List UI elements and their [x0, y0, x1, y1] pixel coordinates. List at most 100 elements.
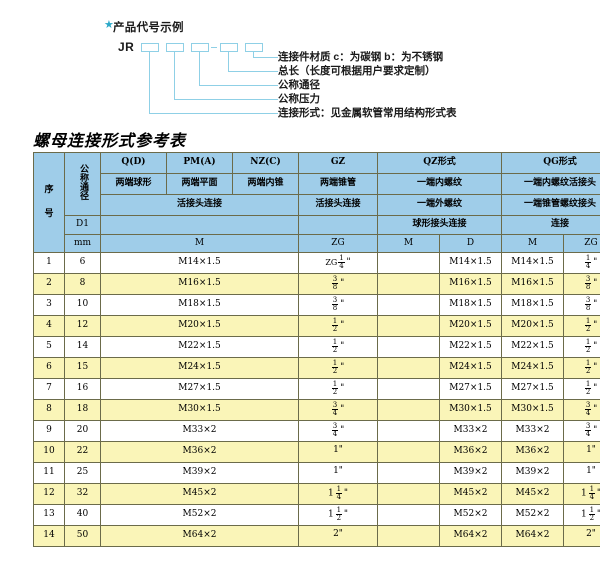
cell-nominal-bore: 50 [64, 525, 101, 547]
cell-qg-m: M24×1.5 [501, 357, 565, 379]
cell-seq-no: 10 [33, 441, 65, 463]
cell-thread-m: M22×1.5 [100, 336, 299, 358]
cell-qz-d: M30×1.5 [438, 399, 503, 421]
cell-qg-m: M14×1.5 [501, 252, 565, 274]
table-row: 5 14 M22×1.5 1 2 " M22×1.5 M22×1.5 1 2 " [33, 336, 600, 358]
cell-qz-m [377, 336, 440, 358]
cell-thread-m: M64×2 [100, 525, 299, 547]
cell-qz-d: M33×2 [438, 420, 503, 442]
leader-v-2 [174, 52, 176, 100]
code-box-1 [141, 43, 159, 52]
cell-thread-m: M16×1.5 [100, 273, 299, 295]
table-row: 4 12 M20×1.5 1 2 " M20×1.5 M20×1.5 1 2 " [33, 315, 600, 337]
cell-seq-no: 3 [33, 294, 65, 316]
table-row: 8 18 M30×1.5 3 4 " M30×1.5 M30×1.5 3 4 " [33, 399, 600, 421]
code-box-3 [191, 43, 209, 52]
detail-connection-qg: 连接 [501, 215, 600, 235]
cell-seq-no: 5 [33, 336, 65, 358]
cell-qg-m: M52×2 [501, 504, 565, 526]
leader-h-4 [228, 71, 278, 73]
table-row: 2 8 M16×1.5 3 8 " M16×1.5 M16×1.5 3 8 " [33, 273, 600, 295]
product-code-title: 产品代号示例 [113, 22, 184, 34]
cell-thread-m: M20×1.5 [100, 315, 299, 337]
cell-qz-m [377, 483, 440, 505]
detail-ball-joint-qz: 球形接头连接 [376, 215, 503, 235]
annotation-connection-type: 连接形式：见金属软管常用结构形式表 [278, 107, 457, 119]
group-desc-pma: 两端平面 [166, 173, 233, 195]
cell-gz-zg: 1" [298, 441, 378, 463]
leader-v-5 [253, 52, 255, 58]
cell-seq-no: 7 [33, 378, 65, 400]
cell-nominal-bore: 25 [64, 462, 101, 484]
cell-qz-d: M64×2 [438, 525, 503, 547]
cell-qg-m: M18×1.5 [501, 294, 565, 316]
cell-qz-m [377, 294, 440, 316]
group-code-qz: QZ形式 [376, 152, 503, 174]
cell-nominal-bore: 6 [64, 252, 101, 274]
group-code-qd: Q(D) [100, 152, 167, 174]
cell-qz-d: M24×1.5 [438, 357, 503, 379]
group-code-nzc: NZ(C) [232, 152, 299, 174]
group-desc-qd: 两端球形 [100, 173, 167, 195]
cell-seq-no: 8 [33, 399, 65, 421]
code-box-4 [220, 43, 238, 52]
cell-qz-m [377, 420, 440, 442]
cell-qz-m [377, 273, 440, 295]
cell-qz-d: M27×1.5 [438, 378, 503, 400]
group-desc-qz: 一端内螺纹 [376, 173, 503, 195]
header-row-codes: 序 号 公称通径 Q(D) PM(A) NZ(C) GZ QZ形式 QG形式 [33, 152, 600, 253]
cell-qz-d: M45×2 [438, 483, 503, 505]
unit-zg-gz: ZG [298, 234, 378, 253]
cell-nominal-bore: 15 [64, 357, 101, 379]
cell-qz-m [377, 399, 440, 421]
table-row: 14 50 M64×2 2" M64×2 M64×2 2" [33, 525, 600, 547]
table-row: 3 10 M18×1.5 3 8 " M18×1.5 M18×1.5 3 8 " [33, 294, 600, 316]
cell-qz-m [377, 504, 440, 526]
cell-qg-m: M36×2 [501, 441, 565, 463]
cell-qz-m [377, 441, 440, 463]
group-code-gz: GZ [298, 152, 378, 174]
cell-qg-m: M22×1.5 [501, 336, 565, 358]
cell-qz-m [377, 525, 440, 547]
cell-seq-no: 11 [33, 462, 65, 484]
leader-v-1 [149, 52, 151, 114]
cell-seq-no: 9 [33, 420, 65, 442]
unit-zg-qg: ZG [563, 234, 600, 253]
cell-thread-m: M14×1.5 [100, 252, 299, 274]
detail-ext-thread-qz: 一端外螺纹 [376, 194, 503, 216]
cell-qz-d: M14×1.5 [438, 252, 503, 274]
cell-seq-no: 13 [33, 504, 65, 526]
cell-thread-m: M30×1.5 [100, 399, 299, 421]
leader-v-3 [199, 52, 201, 86]
cell-qg-m: M64×2 [501, 525, 565, 547]
cell-qz-m [377, 378, 440, 400]
detail-union-gz: 活接头连接 [298, 194, 378, 216]
cell-seq-no: 1 [33, 252, 65, 274]
unit-m-qg: M [501, 234, 565, 253]
detail-blank-qdpmnz [100, 215, 299, 235]
code-separator-dash [211, 47, 217, 49]
cell-qz-m [377, 315, 440, 337]
cell-qz-d: M20×1.5 [438, 315, 503, 337]
seq-line-2: 号 [44, 208, 54, 219]
cell-thread-m: M45×2 [100, 483, 299, 505]
cell-nominal-bore: 16 [64, 378, 101, 400]
detail-blank-gz [298, 215, 378, 235]
group-desc-qg: 一端内螺纹活接头 [501, 173, 600, 195]
nominal-bore-unit: mm [64, 234, 101, 253]
cell-thread-m: M52×2 [100, 504, 299, 526]
leader-h-5 [253, 57, 278, 59]
cell-qg-zg: 1" [563, 441, 600, 463]
